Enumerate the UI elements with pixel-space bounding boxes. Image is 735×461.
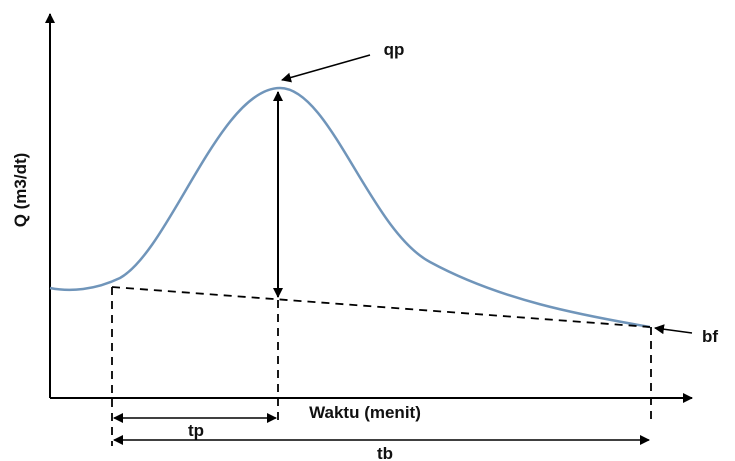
y-axis-label: Q (m3/dt)	[11, 153, 30, 228]
qp-pointer	[281, 54, 371, 83]
baseflow-line	[111, 286, 651, 328]
hydrograph-curve	[49, 86, 651, 329]
bf-pointer	[654, 324, 693, 335]
qp-label: qp	[384, 40, 405, 59]
tb-label: tb	[377, 444, 393, 461]
bf-label: bf	[702, 327, 718, 346]
tp-label: tp	[188, 421, 204, 440]
x-axis-label: Waktu (menit)	[309, 403, 421, 422]
